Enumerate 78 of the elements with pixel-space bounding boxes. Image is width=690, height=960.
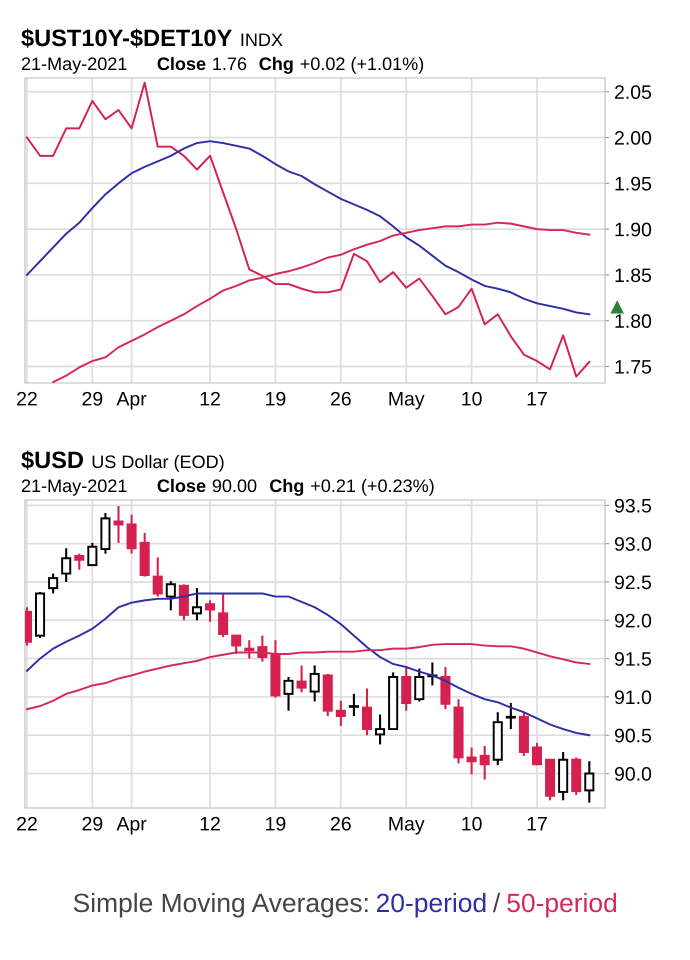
candlestick [205, 599, 216, 623]
text: 90.00 [212, 479, 256, 492]
candlestick [166, 580, 176, 612]
line-series [26, 592, 590, 736]
y-tick-label: 1.80 [616, 314, 652, 328]
x-tick-label: Apr [116, 817, 146, 834]
y-tick-label: 91.5 [614, 652, 652, 666]
line-series [26, 643, 590, 710]
y-tick-label: 93.5 [614, 498, 652, 513]
text: +0.02 (+1.01%) [300, 56, 424, 74]
chart-subtitle: US Dollar (EOD) [92, 454, 224, 472]
text: / [492, 892, 500, 912]
x-tick-label: 12 [200, 816, 220, 830]
y-tick-label: 2.00 [615, 131, 652, 145]
line-series [26, 140, 590, 316]
candlestick [584, 760, 594, 804]
x-tick-label: 17 [528, 817, 547, 830]
x-tick-label: 12 [200, 392, 220, 406]
x-tick-label: 17 [528, 392, 547, 406]
x-tick-label: 26 [330, 816, 351, 831]
x-tick-label: 26 [330, 392, 351, 406]
candlestick [87, 542, 98, 567]
x-tick-label: 22 [17, 816, 37, 830]
candlestick [48, 572, 58, 595]
text: Chg [259, 56, 293, 74]
candlestick [296, 664, 307, 694]
candlestick [414, 668, 424, 703]
y-tick-label: 1.90 [616, 222, 652, 236]
y-tick-label: 92.5 [614, 575, 652, 590]
y-tick-label: 92.0 [614, 614, 652, 628]
x-tick-label: 19 [266, 392, 286, 406]
text: Chg [270, 478, 304, 496]
x-tick-label: May [389, 817, 425, 834]
x-tick-label: 22 [17, 392, 37, 406]
chart-title: $UST10Y-$DET10Y [21, 28, 232, 48]
candlestick [480, 744, 490, 781]
y-tick-label: 1.85 [616, 268, 652, 282]
y-tick-label: 90.0 [614, 766, 652, 781]
candlestick [466, 746, 477, 776]
candlestick [61, 547, 72, 584]
candlestick [126, 514, 137, 555]
x-tick-label: 29 [82, 816, 102, 831]
text: 50-period [507, 892, 616, 918]
candlestick [532, 742, 542, 766]
text: 21-May-2021 [22, 57, 127, 74]
x-tick-label: 29 [82, 392, 102, 406]
y-tick-label: 1.95 [616, 176, 652, 191]
text: Close [158, 56, 206, 70]
candlestick [152, 556, 163, 598]
candlestick [348, 692, 359, 718]
candlestick [375, 713, 386, 746]
text: 21-May-2021 [22, 479, 127, 496]
x-tick-label: May [389, 392, 425, 410]
candlestick [506, 702, 516, 730]
chart-subtitle: INDX [242, 34, 283, 46]
y-tick-label: 1.75 [616, 360, 652, 374]
x-tick-label: Apr [116, 392, 146, 410]
candlestick [283, 676, 294, 712]
x-tick-label: 10 [462, 816, 482, 831]
text: +0.21 (+0.23%) [311, 478, 434, 496]
y-tick-label: 91.0 [614, 690, 652, 704]
candlestick [336, 700, 346, 728]
x-tick-label: 19 [266, 816, 286, 831]
legend-title: Simple Moving Averages: [74, 892, 368, 918]
x-tick-label: 10 [462, 392, 482, 406]
chart-title: $USD [21, 450, 83, 470]
y-tick-label: 93.0 [614, 537, 652, 551]
candlestick [74, 552, 84, 571]
candlestick [218, 592, 228, 638]
y-tick-label: 90.5 [614, 728, 652, 742]
candlestick [192, 587, 202, 622]
candlestick [113, 505, 124, 544]
text: Close [158, 478, 206, 492]
y-tick-label: 2.05 [615, 85, 652, 99]
text: 1.76 [213, 57, 246, 70]
text: 20-period [376, 892, 486, 918]
candlestick [362, 687, 372, 736]
candlestick [310, 664, 320, 703]
